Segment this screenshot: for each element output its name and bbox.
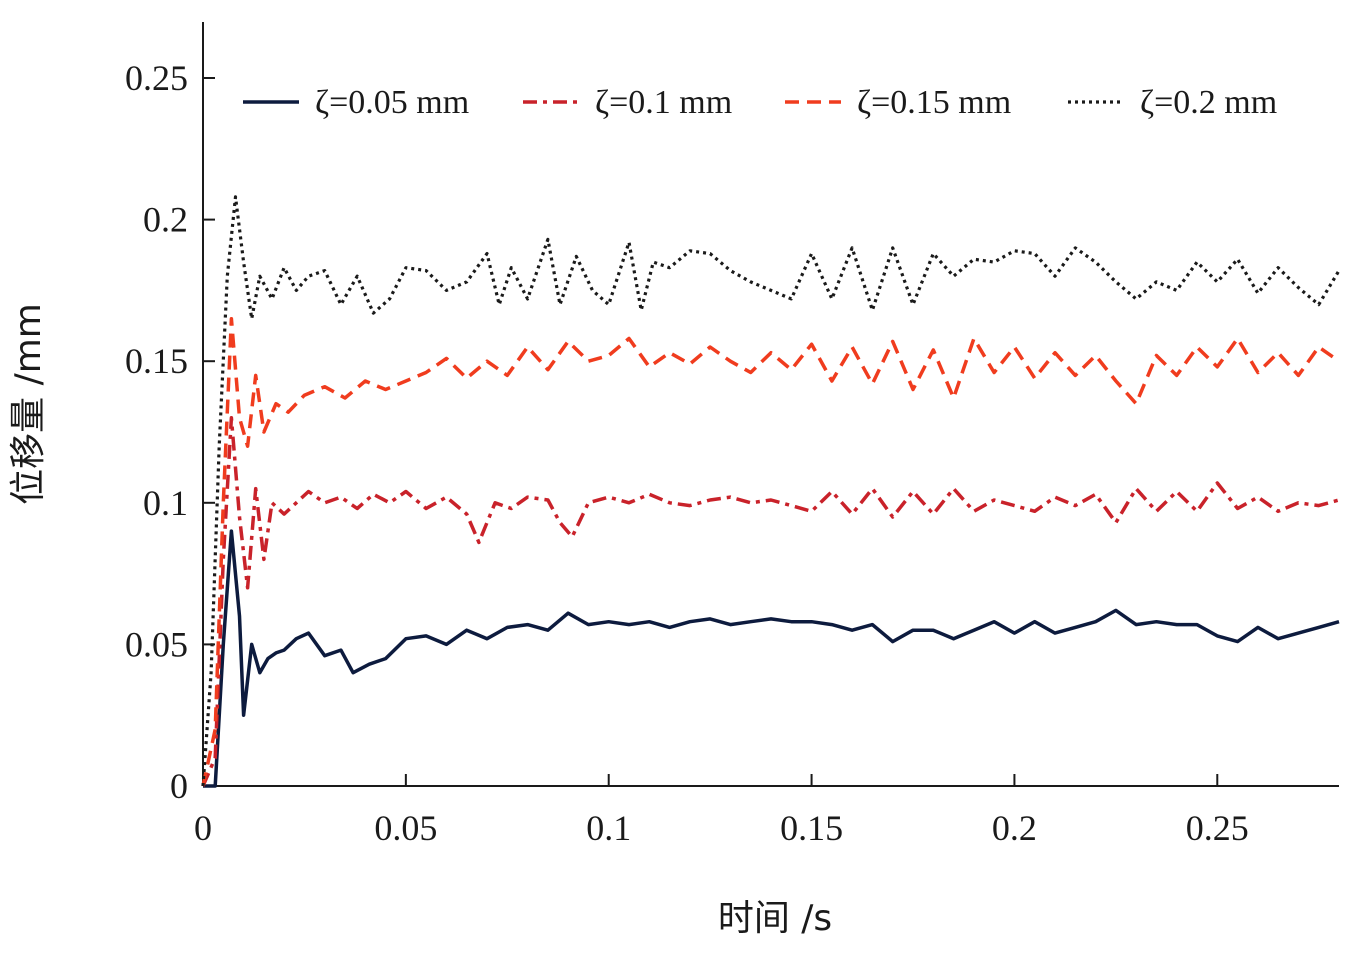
y-tick-label: 0.1 xyxy=(143,483,188,523)
x-tick-label: 0 xyxy=(194,808,212,848)
series-line-2 xyxy=(201,416,1340,787)
y-tick-label: 0.05 xyxy=(125,624,188,664)
y-axis-title: 位移量 /mm xyxy=(8,303,49,505)
x-tick-label: 0.1 xyxy=(586,808,631,848)
legend: ζ=0.05 mm ζ=0.1 mm ζ=0.15 mm ζ=0.2 mm xyxy=(243,84,1277,121)
y-tick-label: 0.2 xyxy=(143,200,188,240)
y-tick-label: 0.15 xyxy=(125,341,188,381)
x-tick-label: 0.25 xyxy=(1186,808,1249,848)
series-line-1 xyxy=(203,529,1340,788)
x-tick-label: 0.2 xyxy=(992,808,1037,848)
legend-label-2: ζ=0.1 mm xyxy=(595,84,732,121)
series-line-3 xyxy=(201,316,1341,787)
series-line-4 xyxy=(201,195,1341,787)
axes xyxy=(202,22,1339,787)
legend-label-3: ζ=0.15 mm xyxy=(857,84,1011,121)
ticks: 0 0.05 0.1 0.15 0.2 0.25 0 0.05 0.1 0.15 0.2 0.25 xyxy=(125,58,1249,848)
x-axis-title: 时间 /s xyxy=(718,898,832,939)
y-tick-label: 0 xyxy=(170,766,188,806)
legend-label-4: ζ=0.2 mm xyxy=(1140,84,1277,121)
series-layer xyxy=(201,195,1341,788)
x-tick-label: 0.15 xyxy=(780,808,843,848)
legend-label-1: ζ=0.05 mm xyxy=(315,84,469,121)
x-tick-label: 0.05 xyxy=(374,808,437,848)
y-tick-label: 0.25 xyxy=(125,58,188,98)
